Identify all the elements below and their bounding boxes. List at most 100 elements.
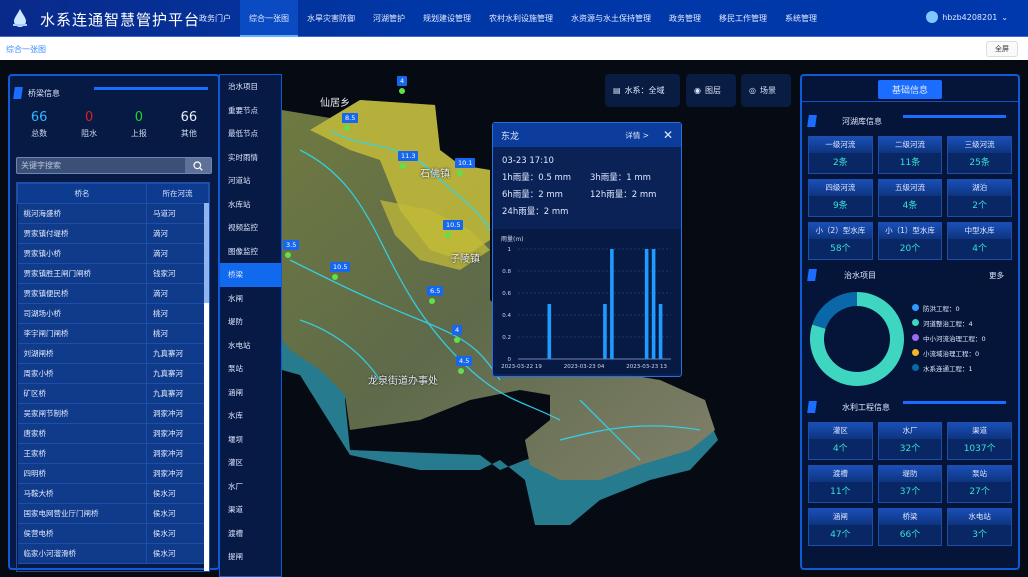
layer-item[interactable]: 提闸 [228,552,243,561]
station-marker[interactable]: 10.1 [455,158,476,168]
info-card[interactable]: 堤防 37个 [877,465,943,503]
info-card[interactable]: 五级河流 4条 [877,179,943,217]
station-marker[interactable]: 10.5 [443,220,464,230]
card-value: 4个 [832,444,848,454]
nav-item[interactable]: 农村水利设施管理 [489,14,553,23]
nav-item[interactable]: 水旱灾害防御 [307,14,355,23]
layer-item[interactable]: 水库 [228,411,243,420]
info-card[interactable]: 一级河流 2条 [808,136,873,174]
nav-item[interactable]: 政务门户 [199,14,231,23]
station-marker[interactable]: 6.5 [427,286,444,296]
station-marker[interactable]: 3.5 [283,240,300,250]
column-header[interactable]: 所在河流 [146,183,209,204]
table-row[interactable]: 四明桥 洞家冲河 [17,463,209,484]
section-title: 河湖库信息 [842,116,882,126]
table-row[interactable]: 李宇闸门闸桥 桃河 [17,323,209,344]
layer-item[interactable]: 图像监控 [228,246,258,256]
info-card[interactable]: 泵站 27个 [947,465,1012,503]
info-card[interactable]: 二级河流 11条 [877,136,943,174]
nav-item[interactable]: 系统管理 [785,14,817,23]
layer-item[interactable]: 渡槽 [228,528,243,538]
fullscreen-button[interactable]: 全屏 [986,41,1018,57]
table-row[interactable]: 王家桥 洞家冲河 [17,443,209,464]
table-row[interactable]: 贾家镇小桥 滴河 [17,243,209,264]
layer-item[interactable]: 视频监控 [228,223,258,232]
column-header[interactable]: 桥名 [17,183,147,204]
layer-item[interactable]: 实时雨情 [228,152,258,162]
nav-item[interactable]: 河湖管护 [373,14,405,23]
water-system-button[interactable]: ▤ 水系：全域 [605,74,680,107]
avatar [926,11,939,23]
nav-item[interactable]: 移民工作管理 [719,14,767,23]
more-link[interactable]: 更多 [989,270,1004,280]
info-card[interactable]: 水电站 3个 [947,508,1012,546]
layer-item[interactable]: 堤防 [228,317,243,326]
table-row[interactable]: 侯营电桥 侯水河 [17,523,209,544]
info-card[interactable]: 桥梁 66个 [877,508,943,546]
table-row[interactable]: 临家小河溜滑桥 侯水河 [17,543,209,564]
layer-item[interactable]: 水厂 [228,481,243,491]
info-card[interactable]: 湖泊 2个 [947,179,1012,217]
layer-item[interactable]: 灌区 [228,458,243,467]
table-row[interactable]: 国家电网营业厅门闸桥 侯水河 [17,503,209,524]
donut-slice[interactable] [812,292,858,330]
layer-item[interactable]: 水电站 [228,340,251,350]
table-row[interactable]: 桃河海盛桥 马道河 [17,203,209,224]
layers-button[interactable]: ◉ 图层 [686,74,736,107]
scene-button[interactable]: ◎ 场景 [741,74,791,107]
info-card[interactable]: 小（1）型水库 20个 [877,222,943,260]
table-row[interactable]: 刘湖闸桥 九真寨河 [17,343,209,364]
layer-item[interactable]: 重要节点 [228,105,258,115]
user-menu[interactable]: hbzb4208201 ⌄ [926,11,1008,23]
station-marker[interactable]: 4.5 [456,356,473,366]
info-card[interactable]: 中型水库 4个 [947,222,1012,260]
layer-item[interactable]: 泵站 [228,364,243,373]
info-card[interactable]: 小（2）型水库 58个 [808,222,873,260]
nav-item[interactable]: 综合一张图 [240,0,298,37]
station-marker[interactable]: 4 [452,325,463,335]
info-card[interactable]: 灌区 4个 [808,422,873,460]
info-card[interactable]: 渠道 1037个 [947,422,1012,460]
close-icon[interactable]: ✕ [662,128,673,142]
donut-slice[interactable] [810,292,904,386]
layer-item[interactable]: 堰坝 [228,434,243,444]
layer-item[interactable]: 治水项目 [228,82,258,91]
station-marker[interactable]: 4 [397,76,408,86]
info-card[interactable]: 水厂 32个 [877,422,943,460]
layer-item[interactable]: 河道站 [228,176,251,185]
layer-item[interactable]: 最低节点 [228,129,258,138]
table-row[interactable]: 矿区桥 九真寨河 [17,383,209,404]
vertical-scrollbar[interactable] [204,203,209,571]
layer-item[interactable]: 渠道 [228,505,243,514]
info-card[interactable]: 渡槽 11个 [808,465,873,503]
table-row[interactable]: 周家小桥 九真寨河 [17,363,209,384]
table-row[interactable]: 唐家桥 洞家冲河 [17,423,209,444]
nav-item[interactable]: 政务管理 [669,14,701,23]
table-row[interactable]: 贾家镇胜王闸门闸桥 钱家河 [17,263,209,284]
tab-basic-info[interactable]: 基础信息 [877,80,942,99]
nav-item[interactable]: 水资源与水土保持管理 [571,14,651,23]
search-button[interactable] [185,158,211,173]
table-row[interactable]: 贾家镇付堤桥 滴河 [17,223,209,244]
bar [547,304,552,359]
station-marker[interactable]: 8.5 [342,113,359,123]
layer-item[interactable]: 水闸 [228,293,243,303]
breadcrumb-current[interactable]: 综合一张图 [6,45,46,54]
table-row[interactable]: 司湖场小桥 桃河 [17,303,209,324]
table-row[interactable]: 吴家闸节制桥 洞家冲河 [17,403,209,424]
search-input[interactable] [17,158,185,173]
table-row[interactable]: 马鞍大桥 侯水河 [17,483,209,504]
nav-item[interactable]: 规划建设管理 [423,14,471,23]
info-card[interactable]: 涵闸 47个 [808,508,873,546]
table-row[interactable]: 贾家镇便民桥 滴河 [17,283,209,304]
layer-item[interactable]: 水库站 [228,199,251,209]
station-marker[interactable]: 10.5 [330,262,351,272]
bridge-name-cell: 临家小河溜滑桥 [17,543,147,564]
station-marker[interactable]: 11.3 [398,151,419,161]
place-label: 子陵镇 [450,254,480,265]
layer-item[interactable]: 涵闸 [228,387,243,397]
layer-item[interactable]: 桥梁 [220,263,281,287]
info-card[interactable]: 三级河流 25条 [947,136,1012,174]
detail-link[interactable]: 详情 > [625,130,649,140]
info-card[interactable]: 四级河流 9条 [808,179,873,217]
